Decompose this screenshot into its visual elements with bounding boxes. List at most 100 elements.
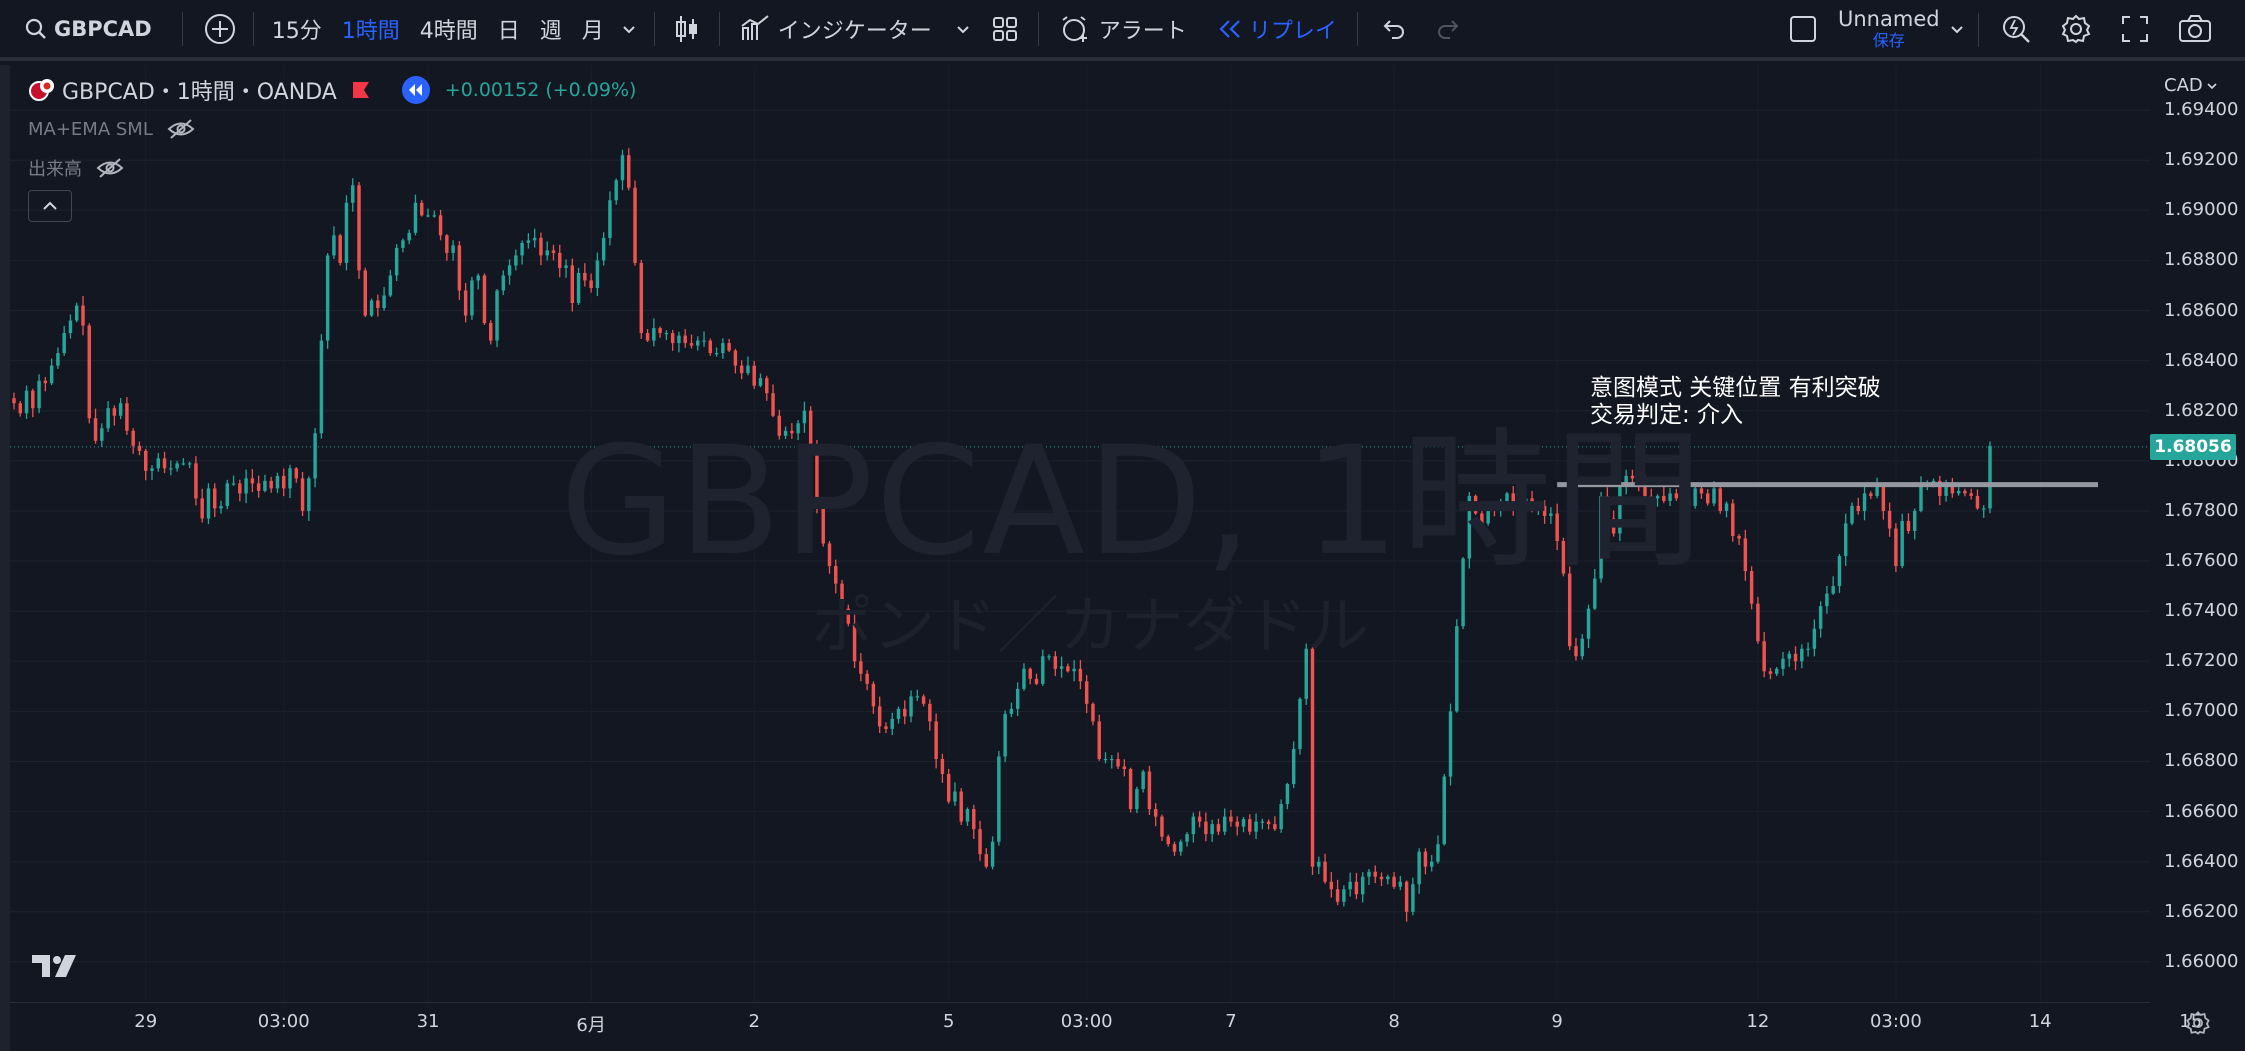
candle [1329, 872, 1334, 898]
candle-body [363, 270, 368, 316]
candle-body [338, 235, 342, 263]
symbol-legend[interactable]: GBPCAD・1時間・OANDA +0.00152 (+0.09%) [28, 74, 636, 106]
legend-collapse-button[interactable] [28, 190, 72, 222]
candle-body [1687, 498, 1691, 506]
candle [1774, 666, 1779, 677]
candle [727, 338, 731, 353]
chart-canvas[interactable] [10, 65, 2150, 1002]
indicator-ma-row[interactable]: MA+EMA SML [28, 118, 195, 140]
candle [765, 375, 769, 401]
alert-button[interactable]: アラート [1059, 0, 1187, 59]
chart-pane[interactable] [10, 65, 2150, 1002]
chart-type-button[interactable] [673, 0, 701, 59]
indicator-volume-row[interactable]: 出来高 [28, 155, 124, 181]
layout-name-button[interactable]: Unnamed 保存 [1838, 0, 1940, 59]
candle-body [526, 240, 531, 243]
candle [1354, 872, 1359, 900]
snapshot-button[interactable] [2178, 0, 2212, 59]
candle-body [1153, 809, 1158, 817]
symbol-search-button[interactable]: GBPCAD [24, 0, 152, 59]
price-axis[interactable]: CAD 1.69400 1.69200 1.69000 1.68800 1.68600 1… [2150, 65, 2245, 1002]
replay-button[interactable]: リプレイ [1217, 0, 1337, 59]
tradingview-logo[interactable] [32, 952, 80, 984]
candle-body [489, 323, 493, 341]
candle [1166, 834, 1170, 847]
candle [332, 226, 336, 259]
interval-4h[interactable]: 4時間 [419, 18, 478, 44]
candle-body [1191, 816, 1196, 835]
interval-week[interactable]: 週 [539, 18, 562, 44]
candle [376, 294, 380, 317]
candle [319, 334, 324, 439]
candle-body [413, 202, 418, 233]
settings-button[interactable] [2060, 0, 2092, 59]
candle-body [1881, 485, 1886, 511]
currency-selector[interactable]: CAD [2164, 75, 2218, 96]
candle-body [75, 305, 79, 321]
candle [1743, 529, 1748, 581]
candle-body [601, 237, 606, 261]
candle-body [1887, 510, 1892, 529]
candle-body [972, 809, 976, 830]
candle-body [1204, 821, 1208, 835]
candle-body [1530, 498, 1534, 511]
candle [1818, 601, 1823, 638]
time-axis[interactable]: 29 03:00 31 6月 2 5 03:00 7 8 9 12 03:00 14 15 [10, 1002, 2202, 1047]
candle [263, 474, 267, 493]
indicators-button[interactable]: インジケーター [740, 0, 972, 59]
layout-square-button[interactable] [1788, 0, 1818, 59]
candle [840, 579, 844, 614]
candle [1254, 813, 1258, 839]
candle [1649, 488, 1653, 505]
replay-badge-icon[interactable] [401, 75, 431, 105]
candle-body [1524, 498, 1528, 506]
undo-button[interactable] [1380, 0, 1406, 59]
candle-body [501, 275, 506, 291]
candle [244, 469, 248, 504]
candle [965, 807, 970, 826]
layouts-button[interactable] [992, 0, 1018, 59]
eye-crossed-icon[interactable] [167, 118, 195, 140]
interval-dropdown[interactable] [620, 0, 638, 59]
interval-1h[interactable]: 1時間 [341, 18, 400, 44]
candle-body [934, 721, 938, 759]
candle [1066, 663, 1070, 673]
price-tick: 1.66400 [2164, 850, 2239, 872]
eye-crossed-icon[interactable] [96, 157, 124, 179]
candle-body [978, 829, 982, 855]
candle-body [1222, 816, 1227, 832]
chevron-down-icon [620, 20, 638, 38]
candle-body [394, 247, 399, 276]
candle-body [1605, 495, 1610, 519]
candle [1348, 872, 1352, 897]
candle [921, 694, 926, 707]
axis-settings-button[interactable] [2185, 1010, 2211, 1040]
candle [539, 232, 543, 266]
candle-body [1103, 758, 1108, 761]
candle-body [1636, 478, 1641, 484]
candle-body [1266, 821, 1271, 825]
candle [1373, 865, 1377, 884]
candle-body [1843, 523, 1848, 557]
candle-body [1216, 824, 1221, 832]
interval-month[interactable]: 月 [581, 18, 604, 44]
compare-add-button[interactable] [203, 0, 237, 59]
interval-15m[interactable]: 15分 [271, 18, 322, 44]
candle-body [815, 448, 819, 509]
redo-button[interactable] [1436, 0, 1462, 59]
interval-day[interactable]: 日 [497, 18, 520, 44]
candle [426, 208, 430, 218]
chart-annotation[interactable]: 意图模式 关键位置 有利突破 交易判定: 介入 [1590, 375, 1881, 429]
candle [1059, 656, 1064, 678]
candle [288, 464, 292, 499]
candle [43, 376, 48, 392]
layout-menu-button[interactable] [1948, 0, 1966, 59]
candle-body [1574, 646, 1578, 657]
candle-body [758, 378, 763, 386]
quick-search-button[interactable] [2000, 0, 2032, 59]
time-tick: 03:00 [257, 1011, 310, 1032]
candle [834, 559, 838, 594]
candle-body [1749, 571, 1754, 604]
candle [1963, 488, 1967, 497]
fullscreen-button[interactable] [2120, 0, 2150, 59]
